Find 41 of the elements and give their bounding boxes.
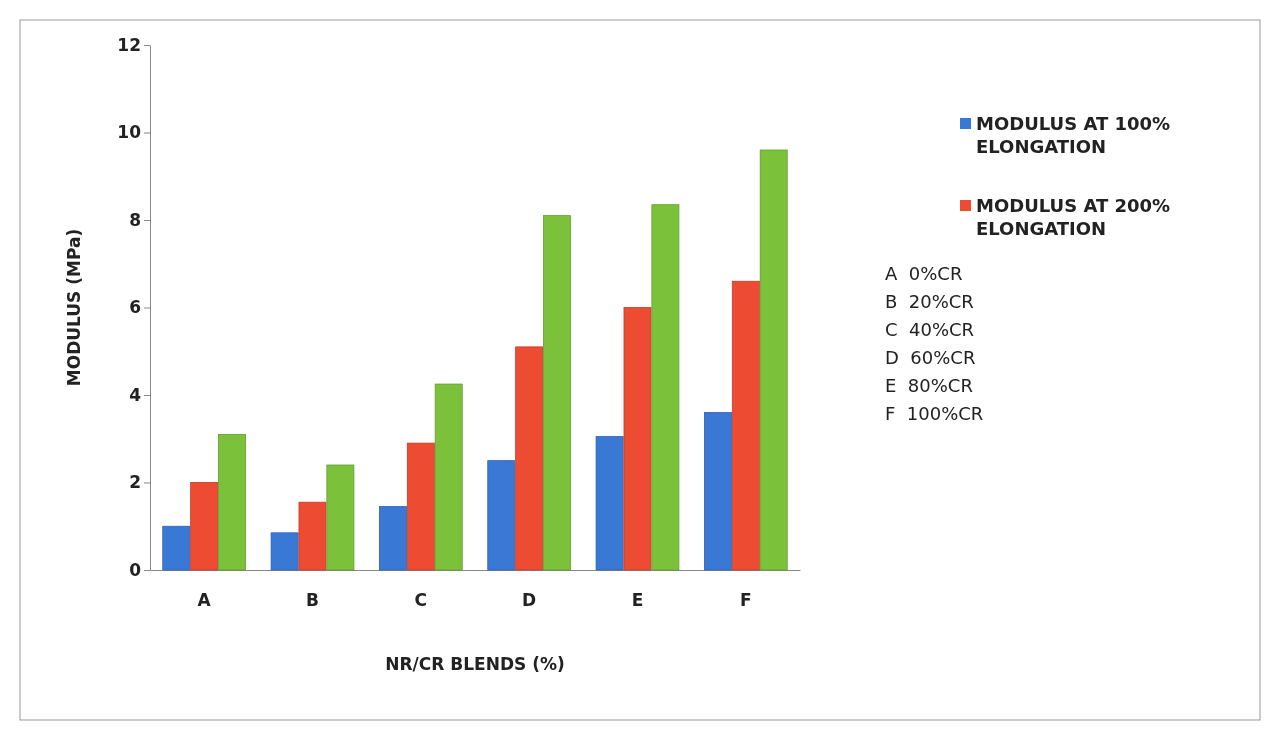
bar	[379, 506, 407, 571]
bar	[543, 215, 571, 571]
x-tick-label: F	[740, 590, 752, 611]
bar	[704, 412, 732, 571]
bar	[651, 204, 680, 571]
bar	[162, 525, 191, 571]
bar	[515, 346, 544, 571]
y-tick-label: 4	[129, 384, 142, 405]
bar	[270, 532, 299, 571]
y-tick-label: 2	[129, 472, 141, 493]
bar	[759, 149, 788, 571]
y-axis-title: MODULUS (MPa)	[64, 228, 84, 387]
text: C 40%CR	[885, 319, 975, 340]
bar	[218, 433, 246, 571]
bar	[326, 464, 355, 571]
bar	[487, 460, 516, 571]
y-tick-label: 0	[129, 559, 142, 580]
bar	[731, 280, 760, 571]
text: D 60%CR	[885, 347, 976, 368]
text: F 100%CR	[885, 403, 984, 424]
bar	[434, 383, 463, 571]
bar	[406, 442, 435, 571]
text: E 80%CR	[885, 375, 973, 396]
bar	[190, 482, 219, 571]
y-tick-label: 10	[117, 122, 142, 143]
x-tick-label: D	[522, 590, 537, 611]
x-tick-label: E	[631, 590, 644, 611]
y-tick-label: 12	[117, 34, 141, 55]
x-axis-title: NR/CR BLENDS (%)	[385, 654, 565, 674]
y-tick-label: 8	[129, 209, 141, 230]
x-tick-label: C	[414, 590, 428, 611]
bar	[623, 307, 652, 571]
text: A 0%CR	[885, 263, 963, 284]
legend-label: MODULUS AT 200% ELONGATION	[976, 195, 1171, 240]
y-tick-label: 6	[129, 297, 141, 318]
bar	[595, 436, 624, 571]
bar	[298, 501, 327, 571]
x-tick-label: B	[306, 590, 319, 611]
legend-label: MODULUS AT 100% ELONGATION	[976, 113, 1171, 158]
x-tick-label: A	[197, 590, 212, 611]
text: B 20%CR	[885, 291, 974, 312]
